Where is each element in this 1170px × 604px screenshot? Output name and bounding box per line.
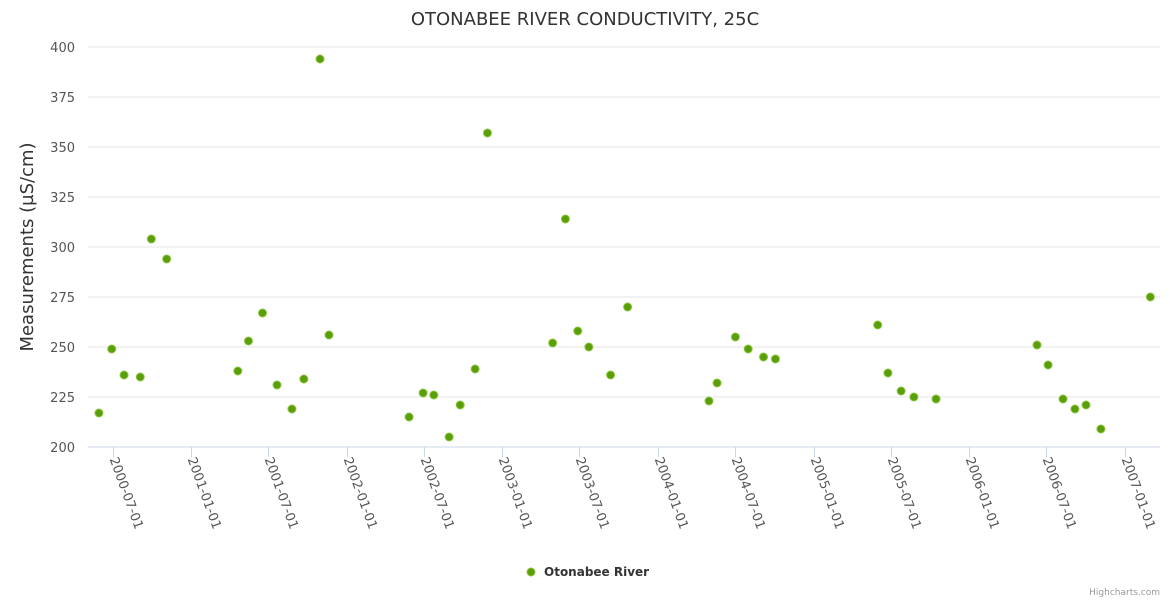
data-point[interactable]: [299, 374, 309, 384]
y-tick-label: 400: [50, 41, 75, 56]
x-tick-label: 2007-01-01: [1118, 455, 1158, 531]
data-point[interactable]: [233, 366, 243, 376]
y-tick-label: 275: [50, 291, 75, 306]
data-point[interactable]: [119, 370, 129, 380]
x-tick-label: 2003-01-01: [495, 455, 535, 531]
legend-item[interactable]: Otonabee River: [526, 565, 649, 579]
x-tick-label: 2004-01-01: [651, 455, 691, 531]
y-tick-label: 375: [50, 91, 75, 106]
data-point[interactable]: [455, 400, 465, 410]
x-tick-label: 2001-07-01: [261, 455, 301, 531]
data-point[interactable]: [135, 372, 145, 382]
legend-label[interactable]: Otonabee River: [544, 565, 649, 579]
data-point[interactable]: [243, 336, 253, 346]
data-point[interactable]: [704, 396, 714, 406]
legend-marker: [526, 567, 536, 577]
data-point[interactable]: [315, 54, 325, 64]
x-tick-label: 2006-07-01: [1039, 455, 1079, 531]
data-point[interactable]: [743, 344, 753, 354]
data-point[interactable]: [404, 412, 414, 422]
data-point[interactable]: [1096, 424, 1106, 434]
data-point[interactable]: [931, 394, 941, 404]
data-point[interactable]: [429, 390, 439, 400]
credits-link[interactable]: Highcharts.com: [1089, 588, 1160, 598]
x-tick-label: 2006-01-01: [962, 455, 1002, 531]
y-tick-label: 250: [50, 341, 75, 356]
data-point[interactable]: [444, 432, 454, 442]
grid-lines: [88, 46, 1160, 448]
data-point[interactable]: [759, 352, 769, 362]
series-otonabee-river[interactable]: [94, 54, 1155, 442]
data-point[interactable]: [470, 364, 480, 374]
data-point[interactable]: [258, 308, 268, 318]
data-point[interactable]: [573, 326, 583, 336]
x-tick-label: 2003-07-01: [572, 455, 612, 531]
y-tick-label: 200: [50, 441, 75, 456]
data-point[interactable]: [883, 368, 893, 378]
x-tick-label: 2005-01-01: [807, 455, 847, 531]
data-point[interactable]: [873, 320, 883, 330]
data-point[interactable]: [1070, 404, 1080, 414]
data-point[interactable]: [107, 344, 117, 354]
data-point[interactable]: [712, 378, 722, 388]
data-point[interactable]: [418, 388, 428, 398]
data-point[interactable]: [560, 214, 570, 224]
y-tick-label: 325: [50, 191, 75, 206]
data-point[interactable]: [272, 380, 282, 390]
data-point[interactable]: [1043, 360, 1053, 370]
data-point[interactable]: [146, 234, 156, 244]
data-point[interactable]: [162, 254, 172, 264]
data-point[interactable]: [324, 330, 334, 340]
data-point[interactable]: [1032, 340, 1042, 350]
data-point[interactable]: [623, 302, 633, 312]
y-axis-ticks: 200 225 250 275 300 325 350 375 400: [50, 41, 75, 456]
data-point[interactable]: [909, 392, 919, 402]
data-point[interactable]: [606, 370, 616, 380]
x-tick-label: 2002-01-01: [340, 455, 380, 531]
data-point[interactable]: [482, 128, 492, 138]
y-tick-label: 350: [50, 141, 75, 156]
y-axis-label: Measurements (µS/cm): [17, 142, 38, 351]
data-point[interactable]: [1145, 292, 1155, 302]
chart-title: OTONABEE RIVER CONDUCTIVITY, 25C: [411, 9, 759, 30]
x-tick-label: 2004-07-01: [728, 455, 768, 531]
y-tick-label: 300: [50, 241, 75, 256]
data-point[interactable]: [896, 386, 906, 396]
x-tick-label: 2000-07-01: [106, 455, 146, 531]
x-tick-label: 2001-01-01: [184, 455, 224, 531]
data-point[interactable]: [1081, 400, 1091, 410]
data-point[interactable]: [770, 354, 780, 364]
x-tick-label: 2002-07-01: [417, 455, 457, 531]
data-point[interactable]: [287, 404, 297, 414]
x-axis-ticks: 2000-07-01 2001-01-01 2001-07-01 2002-01-01…: [106, 447, 1158, 531]
data-point[interactable]: [730, 332, 740, 342]
data-point[interactable]: [1058, 394, 1068, 404]
x-tick-label: 2005-07-01: [884, 455, 924, 531]
y-tick-label: 225: [50, 391, 75, 406]
data-point[interactable]: [584, 342, 594, 352]
data-point[interactable]: [548, 338, 558, 348]
data-point[interactable]: [94, 408, 104, 418]
